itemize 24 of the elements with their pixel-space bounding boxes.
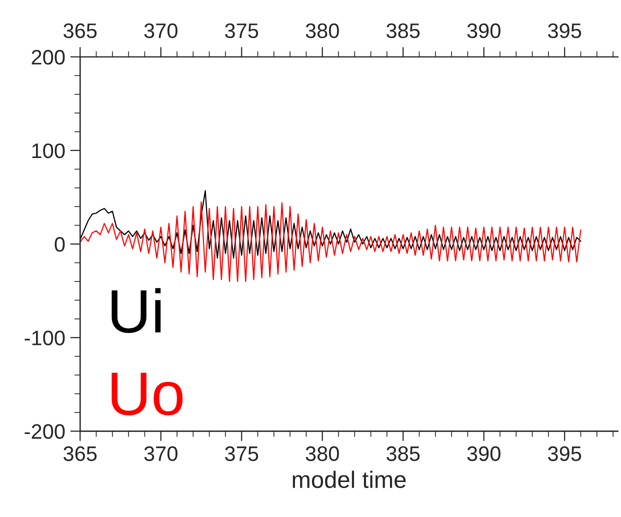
x2-tick-label: 375 <box>225 23 258 38</box>
x2-tick-label: 365 <box>64 23 97 38</box>
y-tick-label: 100 <box>32 143 65 158</box>
x-tick-label: 385 <box>386 446 420 462</box>
x-tick-label: 370 <box>144 446 178 462</box>
x2-tick-label: 370 <box>144 23 178 38</box>
x-axis-title: model time <box>292 470 406 488</box>
x-tick-label: 390 <box>467 446 500 462</box>
x-tick-label: 365 <box>64 446 97 462</box>
y-tick-label: 0 <box>54 237 65 252</box>
x-tick-label: 380 <box>306 446 339 462</box>
y-tick-label: -200 <box>24 424 65 439</box>
x-tick-label: 375 <box>225 446 258 462</box>
x2-tick-label: 380 <box>306 23 339 38</box>
x2-tick-label: 395 <box>548 23 582 38</box>
x2-tick-label: 390 <box>467 23 500 38</box>
y-tick-label: 200 <box>32 50 65 65</box>
line-series <box>80 190 582 259</box>
x2-tick-label: 385 <box>386 23 420 38</box>
series-label: Ui <box>112 288 161 334</box>
y-tick-label: -100 <box>24 330 65 346</box>
line-series <box>80 201 582 282</box>
series-label: Uo <box>112 372 183 416</box>
x-tick-label: 395 <box>548 446 582 462</box>
